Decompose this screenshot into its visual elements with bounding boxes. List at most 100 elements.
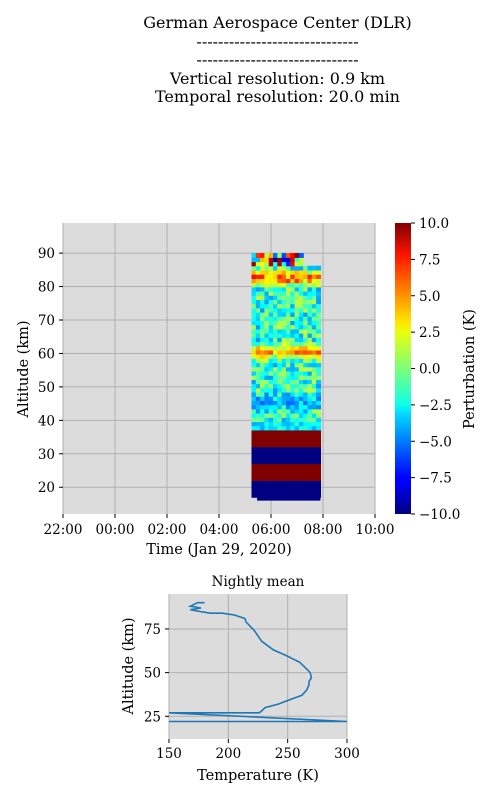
heatmap-cell — [298, 345, 304, 351]
heatmap-cell — [264, 425, 270, 431]
heatmap-cell — [290, 391, 296, 397]
heatmap-cell — [281, 265, 287, 271]
heatmap-cell — [316, 274, 321, 279]
heatmap-cell — [281, 290, 287, 296]
colorbar-ticks: 10.0 7.5 5.0 2.5 0.0 −2.5 −5.0 −7.5 −10.0 — [411, 216, 460, 523]
heatmap-cell — [303, 328, 309, 334]
heatmap-cell — [316, 354, 321, 359]
heatmap-cell — [316, 417, 321, 423]
heatmap-cell — [251, 341, 257, 347]
heatmap-cell — [273, 404, 278, 410]
heatmap-cell — [268, 261, 274, 267]
heatmap-cell — [264, 455, 270, 460]
heatmap-cell — [255, 391, 261, 397]
heatmap-cell — [298, 425, 304, 431]
heatmap-cell — [294, 375, 300, 380]
heatmap-cell — [281, 320, 287, 326]
heatmap-cell — [255, 354, 261, 359]
heatmap-cell — [290, 421, 296, 427]
heatmap-cell — [303, 442, 309, 448]
heatmap-cell — [294, 366, 300, 372]
heatmap-y-tick-label: 90 — [38, 246, 55, 262]
heatmap-cell — [298, 358, 304, 364]
heatmap-cell — [273, 261, 278, 267]
heatmap-cell — [251, 265, 257, 271]
heatmap-cell — [268, 404, 274, 410]
heatmap-cell — [285, 375, 291, 380]
heatmap-cell — [251, 299, 257, 305]
heatmap-cell — [277, 396, 283, 401]
heatmap-cell — [255, 349, 261, 355]
heatmap-cell — [298, 303, 304, 309]
heatmap-cell — [285, 269, 291, 275]
heatmap-cell — [255, 345, 261, 351]
heatmap-cell — [307, 349, 313, 355]
heatmap-cell — [298, 261, 304, 267]
heatmap-cell — [307, 476, 313, 481]
heatmap-cell — [260, 400, 266, 406]
heatmap-cell — [311, 387, 317, 393]
heatmap-cell — [264, 341, 270, 347]
heatmap-cell — [303, 408, 309, 414]
heatmap-cell — [285, 446, 291, 452]
heatmap-cell — [260, 286, 266, 292]
heatmap-cell — [273, 299, 278, 305]
heatmap-cell — [290, 328, 296, 334]
heatmap-cell — [285, 341, 291, 347]
heatmap-cell — [311, 337, 317, 343]
heatmap-cell — [277, 404, 283, 410]
heatmap-cell — [290, 429, 296, 435]
heatmap-cell — [260, 480, 266, 486]
heatmap-cell — [277, 257, 283, 263]
heatmap-cell — [277, 261, 283, 267]
heatmap-cell — [303, 341, 309, 347]
colorbar-tick-label: 0.0 — [419, 362, 440, 378]
heatmap-cell — [255, 362, 261, 368]
heatmap-cell — [273, 278, 278, 284]
heatmap-cell — [251, 467, 257, 473]
heatmap-cell — [311, 362, 317, 368]
heatmap-cell — [264, 299, 270, 305]
heatmap-cell — [290, 408, 296, 414]
heatmap-cell — [255, 379, 261, 385]
heatmap-cell — [273, 471, 278, 477]
heatmap-cell — [303, 480, 309, 486]
heatmap-cell — [277, 349, 283, 355]
heatmap-cell — [255, 316, 261, 322]
heatmap-cell — [251, 286, 257, 292]
heatmap-cell — [311, 341, 317, 347]
heatmap-cell — [251, 362, 257, 368]
heatmap-cell — [264, 383, 270, 389]
heatmap-cell — [260, 417, 266, 423]
colorbar-tick-label: 7.5 — [419, 252, 440, 268]
heatmap-cell — [264, 257, 270, 263]
heatmap-cell — [268, 425, 274, 431]
heatmap-cell — [264, 459, 270, 465]
heatmap-cell — [303, 383, 309, 389]
profile-grid — [168, 594, 348, 739]
heatmap-cell — [268, 349, 274, 355]
heatmap-cell — [294, 471, 300, 477]
heatmap-cell — [285, 349, 291, 355]
heatmap-cell — [298, 434, 304, 439]
heatmap-cell — [260, 349, 266, 355]
heatmap-cell — [281, 261, 287, 267]
heatmap-cell — [260, 450, 266, 456]
heatmap-cell — [281, 429, 287, 435]
heatmap-cell — [281, 459, 287, 465]
heatmap-cell — [268, 354, 274, 359]
heatmap-cell — [260, 312, 266, 317]
heatmap-cell — [255, 400, 261, 406]
heatmap-cell — [298, 438, 304, 444]
heatmap-cell — [294, 362, 300, 368]
heatmap-cell — [277, 337, 283, 343]
heatmap-cell — [307, 417, 313, 423]
heatmap-cell — [285, 391, 291, 397]
heatmap-cell — [255, 282, 261, 288]
heatmap-cell — [264, 278, 270, 284]
colorbar-tick-label: −5.0 — [419, 434, 452, 450]
heatmap-cell — [294, 459, 300, 465]
heatmap-cell — [251, 404, 257, 410]
heatmap-cell — [264, 312, 270, 317]
heatmap-cell — [281, 269, 287, 275]
